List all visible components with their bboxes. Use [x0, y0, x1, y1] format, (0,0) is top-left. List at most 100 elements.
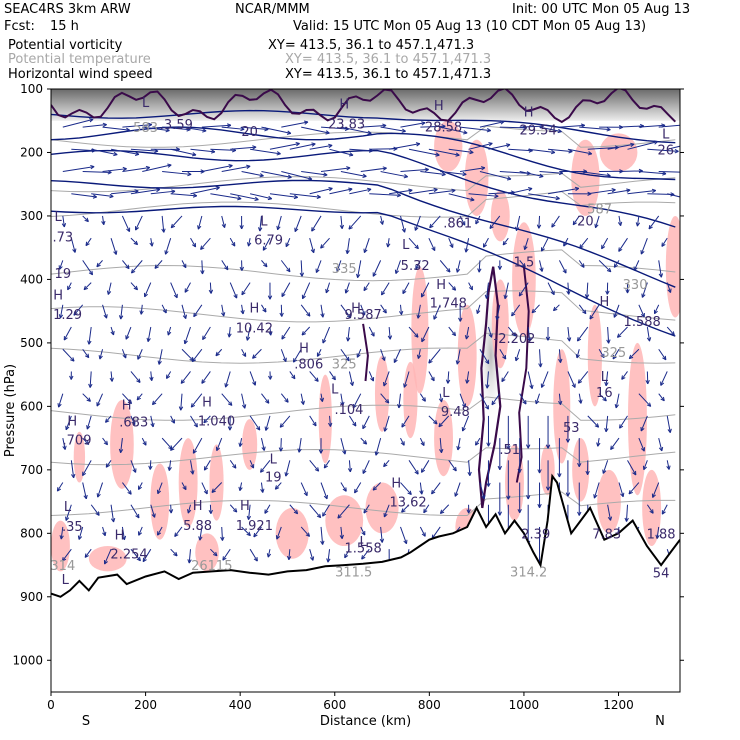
model-title: SEAC4RS 3km ARW — [4, 2, 131, 17]
wind-vector — [340, 393, 345, 406]
plot-frame — [50, 88, 681, 693]
extremum-label: H — [240, 499, 250, 514]
wind-vector — [184, 282, 191, 293]
wind-speed-contour — [51, 179, 676, 288]
wind-vector — [428, 371, 435, 382]
wind-vector — [281, 171, 313, 181]
wind-vector — [187, 504, 192, 514]
wind-vector — [73, 304, 84, 316]
contour-value-label: 5.32 — [401, 259, 430, 274]
wind-vector — [401, 504, 410, 513]
wind-vector — [545, 327, 551, 341]
wind-vector — [454, 482, 461, 497]
wind-vector — [337, 504, 350, 519]
wind-vector — [551, 215, 560, 228]
wind-vector — [380, 393, 390, 404]
wind-vector — [90, 504, 100, 516]
theta-contour — [51, 332, 676, 364]
wind-vector — [627, 140, 658, 150]
wind-vector — [249, 193, 273, 201]
wind-vector — [279, 304, 284, 317]
extremum-label: H — [391, 477, 401, 492]
wind-vector — [466, 504, 471, 514]
wind-vector — [77, 526, 84, 540]
wind-vector — [190, 415, 198, 428]
wind-vector — [653, 304, 660, 315]
wind-vector — [96, 393, 104, 407]
wind-vector — [356, 349, 362, 358]
wind-vector — [165, 371, 172, 379]
wind-vector — [143, 282, 152, 298]
wind-vector — [578, 260, 585, 268]
wind-vector — [289, 142, 316, 150]
wind-vector — [374, 437, 382, 456]
extremum-label: H — [351, 301, 361, 316]
wind-vector — [565, 460, 571, 497]
wind-vector — [229, 504, 238, 513]
pink-shading-area — [665, 215, 680, 318]
wind-vector — [345, 238, 350, 255]
wind-vector — [275, 526, 282, 540]
wind-vector — [91, 193, 114, 199]
wind-vector — [648, 215, 660, 230]
pink-shading-area — [195, 533, 219, 572]
wind-vector — [193, 304, 203, 318]
wind-vector — [403, 371, 410, 388]
wind-vector — [347, 460, 353, 473]
wind-vector — [340, 437, 347, 455]
wind-vector — [380, 349, 386, 361]
wind-vector — [249, 460, 255, 469]
theta-contour — [51, 491, 676, 516]
wind-vector — [142, 548, 152, 563]
wind-vector — [320, 304, 325, 318]
wind-vector — [348, 415, 357, 427]
pink-shading-area — [150, 463, 170, 540]
wind-vector — [638, 304, 645, 318]
wind-vector — [540, 237, 549, 252]
wind-vector — [578, 304, 587, 315]
contour-value-label: 26115 — [191, 559, 232, 574]
contour-value-label: .35 — [62, 520, 83, 535]
wind-vector — [558, 260, 567, 274]
wind-vector — [503, 282, 509, 300]
wind-vector — [280, 393, 289, 403]
wind-vector — [658, 124, 680, 128]
wind-vector — [118, 438, 124, 454]
wind-vector — [401, 415, 410, 428]
theta-contour — [51, 249, 676, 282]
wind-vector — [352, 393, 362, 409]
wind-vector — [455, 260, 461, 273]
wind-vector — [610, 437, 620, 451]
contour-value-label: 20 — [577, 214, 594, 229]
wind-vector — [507, 326, 517, 337]
wind-vector — [577, 438, 582, 467]
forecast-label: Fcst: — [4, 19, 35, 34]
wind-vector — [658, 348, 667, 361]
wind-vector — [249, 371, 257, 386]
wind-vector — [289, 371, 296, 380]
wind-vector — [325, 282, 331, 294]
y-tick-label: 700 — [20, 463, 43, 477]
wind-vector — [315, 260, 322, 273]
wind-vector — [488, 143, 511, 150]
theta-contour — [51, 447, 676, 466]
wind-vector — [215, 348, 223, 357]
pink-shading-area — [457, 304, 477, 407]
wind-vector — [241, 348, 247, 357]
wind-vector — [82, 482, 88, 500]
wind-vector — [178, 393, 184, 411]
field-pv-name: Potential vorticity — [8, 38, 123, 53]
wind-vector — [229, 237, 236, 247]
wind-vector — [142, 163, 172, 173]
y-tick-label: 400 — [20, 272, 43, 286]
pink-shading-area — [434, 400, 453, 477]
wind-vector — [617, 215, 623, 226]
wind-vector — [380, 282, 390, 296]
wind-vector — [596, 438, 601, 447]
wind-vector — [506, 460, 511, 500]
field-theta-xy: XY= 413.5, 36.1 to 457.1,471.3 — [285, 52, 492, 67]
wind-vector — [360, 437, 368, 445]
pink-shading-area — [553, 349, 571, 464]
wind-vector — [156, 482, 163, 495]
wind-vector — [279, 415, 291, 428]
